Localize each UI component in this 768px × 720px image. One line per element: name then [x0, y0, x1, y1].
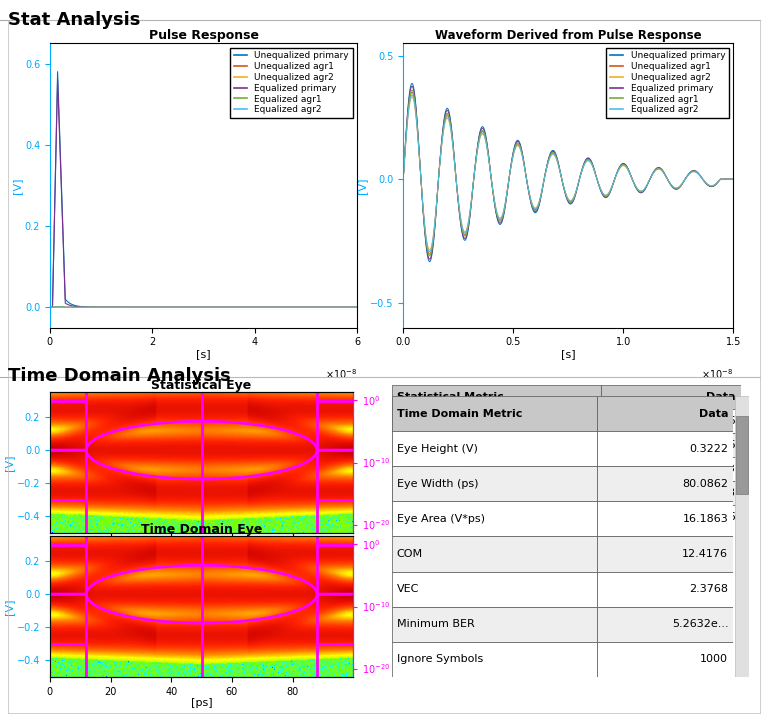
Text: VEC: VEC [397, 584, 419, 594]
Text: 1000: 1000 [700, 654, 728, 665]
Text: COM: COM [397, 549, 423, 559]
Bar [601, 457, 741, 481]
Text: $\times10^{-8}$: $\times10^{-8}$ [325, 367, 357, 381]
Text: Stat Analysis: Stat Analysis [8, 11, 140, 29]
Bar [601, 433, 741, 457]
Bar [392, 505, 601, 529]
Text: 80.0862: 80.0862 [682, 479, 728, 489]
Bar [601, 409, 741, 433]
Title: Waveform Derived from Pulse Response: Waveform Derived from Pulse Response [435, 29, 702, 42]
Text: 2.3768: 2.3768 [690, 584, 728, 594]
Bar [597, 572, 733, 606]
Text: Data: Data [707, 392, 736, 402]
Text: 0.3136: 0.3136 [697, 416, 736, 426]
Text: 2.6016: 2.6016 [697, 512, 736, 522]
Bar [597, 431, 733, 467]
Text: Time Domain Analysis: Time Domain Analysis [8, 367, 230, 385]
Text: Ignore Symbols: Ignore Symbols [397, 654, 483, 665]
Text: Eye Width (ps): Eye Width (ps) [397, 440, 478, 450]
Text: 16.1863: 16.1863 [683, 514, 728, 524]
Text: 11.7398: 11.7398 [690, 488, 736, 498]
Y-axis label: [V]: [V] [4, 598, 14, 615]
Bar [601, 385, 741, 409]
Bar [392, 606, 597, 642]
Bar [736, 415, 748, 494]
Text: Minimum BER: Minimum BER [397, 619, 475, 629]
Bar [392, 409, 601, 433]
Text: 12.4176: 12.4176 [682, 549, 728, 559]
Bar [392, 396, 597, 431]
Y-axis label: [V]: [V] [357, 177, 367, 194]
X-axis label: [ps]: [ps] [190, 554, 213, 564]
Title: Time Domain Eye: Time Domain Eye [141, 523, 263, 536]
Y-axis label: [Probability]: [Probability] [395, 577, 405, 636]
Bar [392, 431, 597, 467]
Text: COM: COM [397, 488, 423, 498]
Bar [392, 385, 601, 409]
Text: 16.2203: 16.2203 [690, 464, 736, 474]
Bar [601, 505, 741, 529]
Title: Statistical Eye: Statistical Eye [151, 379, 252, 392]
Text: Data: Data [699, 408, 728, 418]
X-axis label: [ps]: [ps] [190, 698, 213, 708]
X-axis label: [s]: [s] [561, 348, 576, 359]
Bar [392, 572, 597, 606]
Text: 81.0595: 81.0595 [690, 440, 736, 450]
Text: $\times10^{-8}$: $\times10^{-8}$ [701, 367, 733, 381]
Text: VEC: VEC [397, 512, 419, 522]
Bar [392, 536, 597, 572]
Text: Eye Height (V): Eye Height (V) [397, 416, 478, 426]
Bar [392, 467, 597, 501]
Y-axis label: [V]: [V] [12, 177, 22, 194]
Bar [601, 481, 741, 505]
Bar [392, 481, 601, 505]
Text: Eye Area (V*ps): Eye Area (V*ps) [397, 464, 485, 474]
Text: 0.3222: 0.3222 [690, 444, 728, 454]
Text: Eye Width (ps): Eye Width (ps) [397, 479, 478, 489]
Bar [597, 501, 733, 536]
Legend: Unequalized primary, Unequalized agr1, Unequalized agr2, Equalized primary, Equa: Unequalized primary, Unequalized agr1, U… [606, 48, 729, 118]
Text: Eye Height (V): Eye Height (V) [397, 444, 478, 454]
Bar [597, 396, 733, 431]
X-axis label: [s]: [s] [196, 348, 211, 359]
Title: Pulse Response: Pulse Response [148, 29, 259, 42]
Y-axis label: [V]: [V] [4, 454, 14, 471]
Text: Statistical Metric: Statistical Metric [397, 392, 504, 402]
Bar [392, 642, 597, 677]
Text: 5.2632e...: 5.2632e... [672, 619, 728, 629]
Bar [597, 467, 733, 501]
Text: Eye Area (V*ps): Eye Area (V*ps) [397, 514, 485, 524]
Y-axis label: [Probability]: [Probability] [395, 433, 405, 492]
Bar [597, 536, 733, 572]
Bar [392, 457, 601, 481]
Bar [597, 642, 733, 677]
Bar [392, 501, 597, 536]
Legend: Unequalized primary, Unequalized agr1, Unequalized agr2, Equalized primary, Equa: Unequalized primary, Unequalized agr1, U… [230, 48, 353, 118]
Bar [597, 606, 733, 642]
Bar [392, 433, 601, 457]
Text: Time Domain Metric: Time Domain Metric [397, 408, 522, 418]
